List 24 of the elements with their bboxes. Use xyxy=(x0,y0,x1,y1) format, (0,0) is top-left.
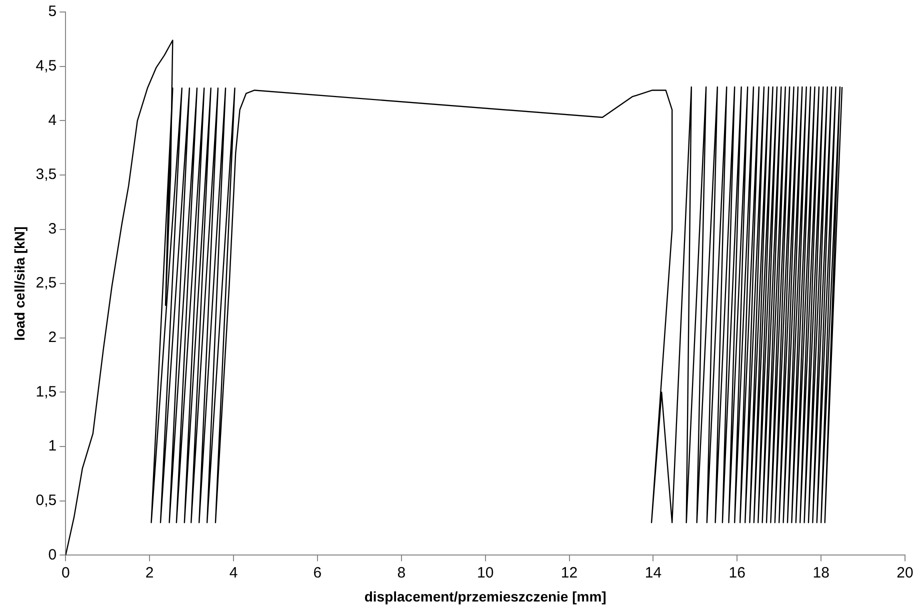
y-tick-label: 0 xyxy=(48,546,57,564)
y-tick-label: 5 xyxy=(48,3,57,20)
x-tick-label: 0 xyxy=(61,564,70,582)
y-tick-label: 3 xyxy=(48,220,57,238)
y-tick-label: 0,5 xyxy=(36,492,57,510)
x-tick-label: 10 xyxy=(476,564,494,582)
x-tick-label: 8 xyxy=(397,564,406,582)
y-axis-title: load cell/siła [kN] xyxy=(11,226,28,341)
x-tick-label: 18 xyxy=(812,564,830,582)
y-tick-label: 4,5 xyxy=(36,57,57,74)
y-tick-label: 3,5 xyxy=(36,166,57,184)
x-tick-label: 16 xyxy=(728,564,746,582)
y-tick-label: 1 xyxy=(48,438,57,455)
x-tick-label: 14 xyxy=(644,564,662,582)
x-tick-label: 6 xyxy=(313,564,322,582)
y-tick-label: 4 xyxy=(48,112,57,129)
x-tick-label: 2 xyxy=(145,564,154,582)
x-tick-label: 4 xyxy=(229,564,238,582)
x-axis-title: displacement/przemieszczenie [mm] xyxy=(364,588,606,604)
x-tick-label: 20 xyxy=(896,564,914,582)
y-tick-label: 1,5 xyxy=(36,383,57,400)
y-tick-label: 2 xyxy=(48,329,57,346)
y-tick-label: 2,5 xyxy=(36,274,57,292)
x-tick-label: 12 xyxy=(560,564,578,582)
